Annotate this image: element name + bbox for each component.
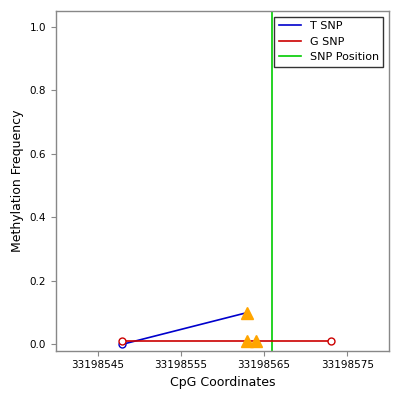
Legend: T SNP, G SNP, SNP Position: T SNP, G SNP, SNP Position — [274, 17, 383, 67]
X-axis label: CpG Coordinates: CpG Coordinates — [170, 376, 275, 389]
Y-axis label: Methylation Frequency: Methylation Frequency — [11, 110, 24, 252]
